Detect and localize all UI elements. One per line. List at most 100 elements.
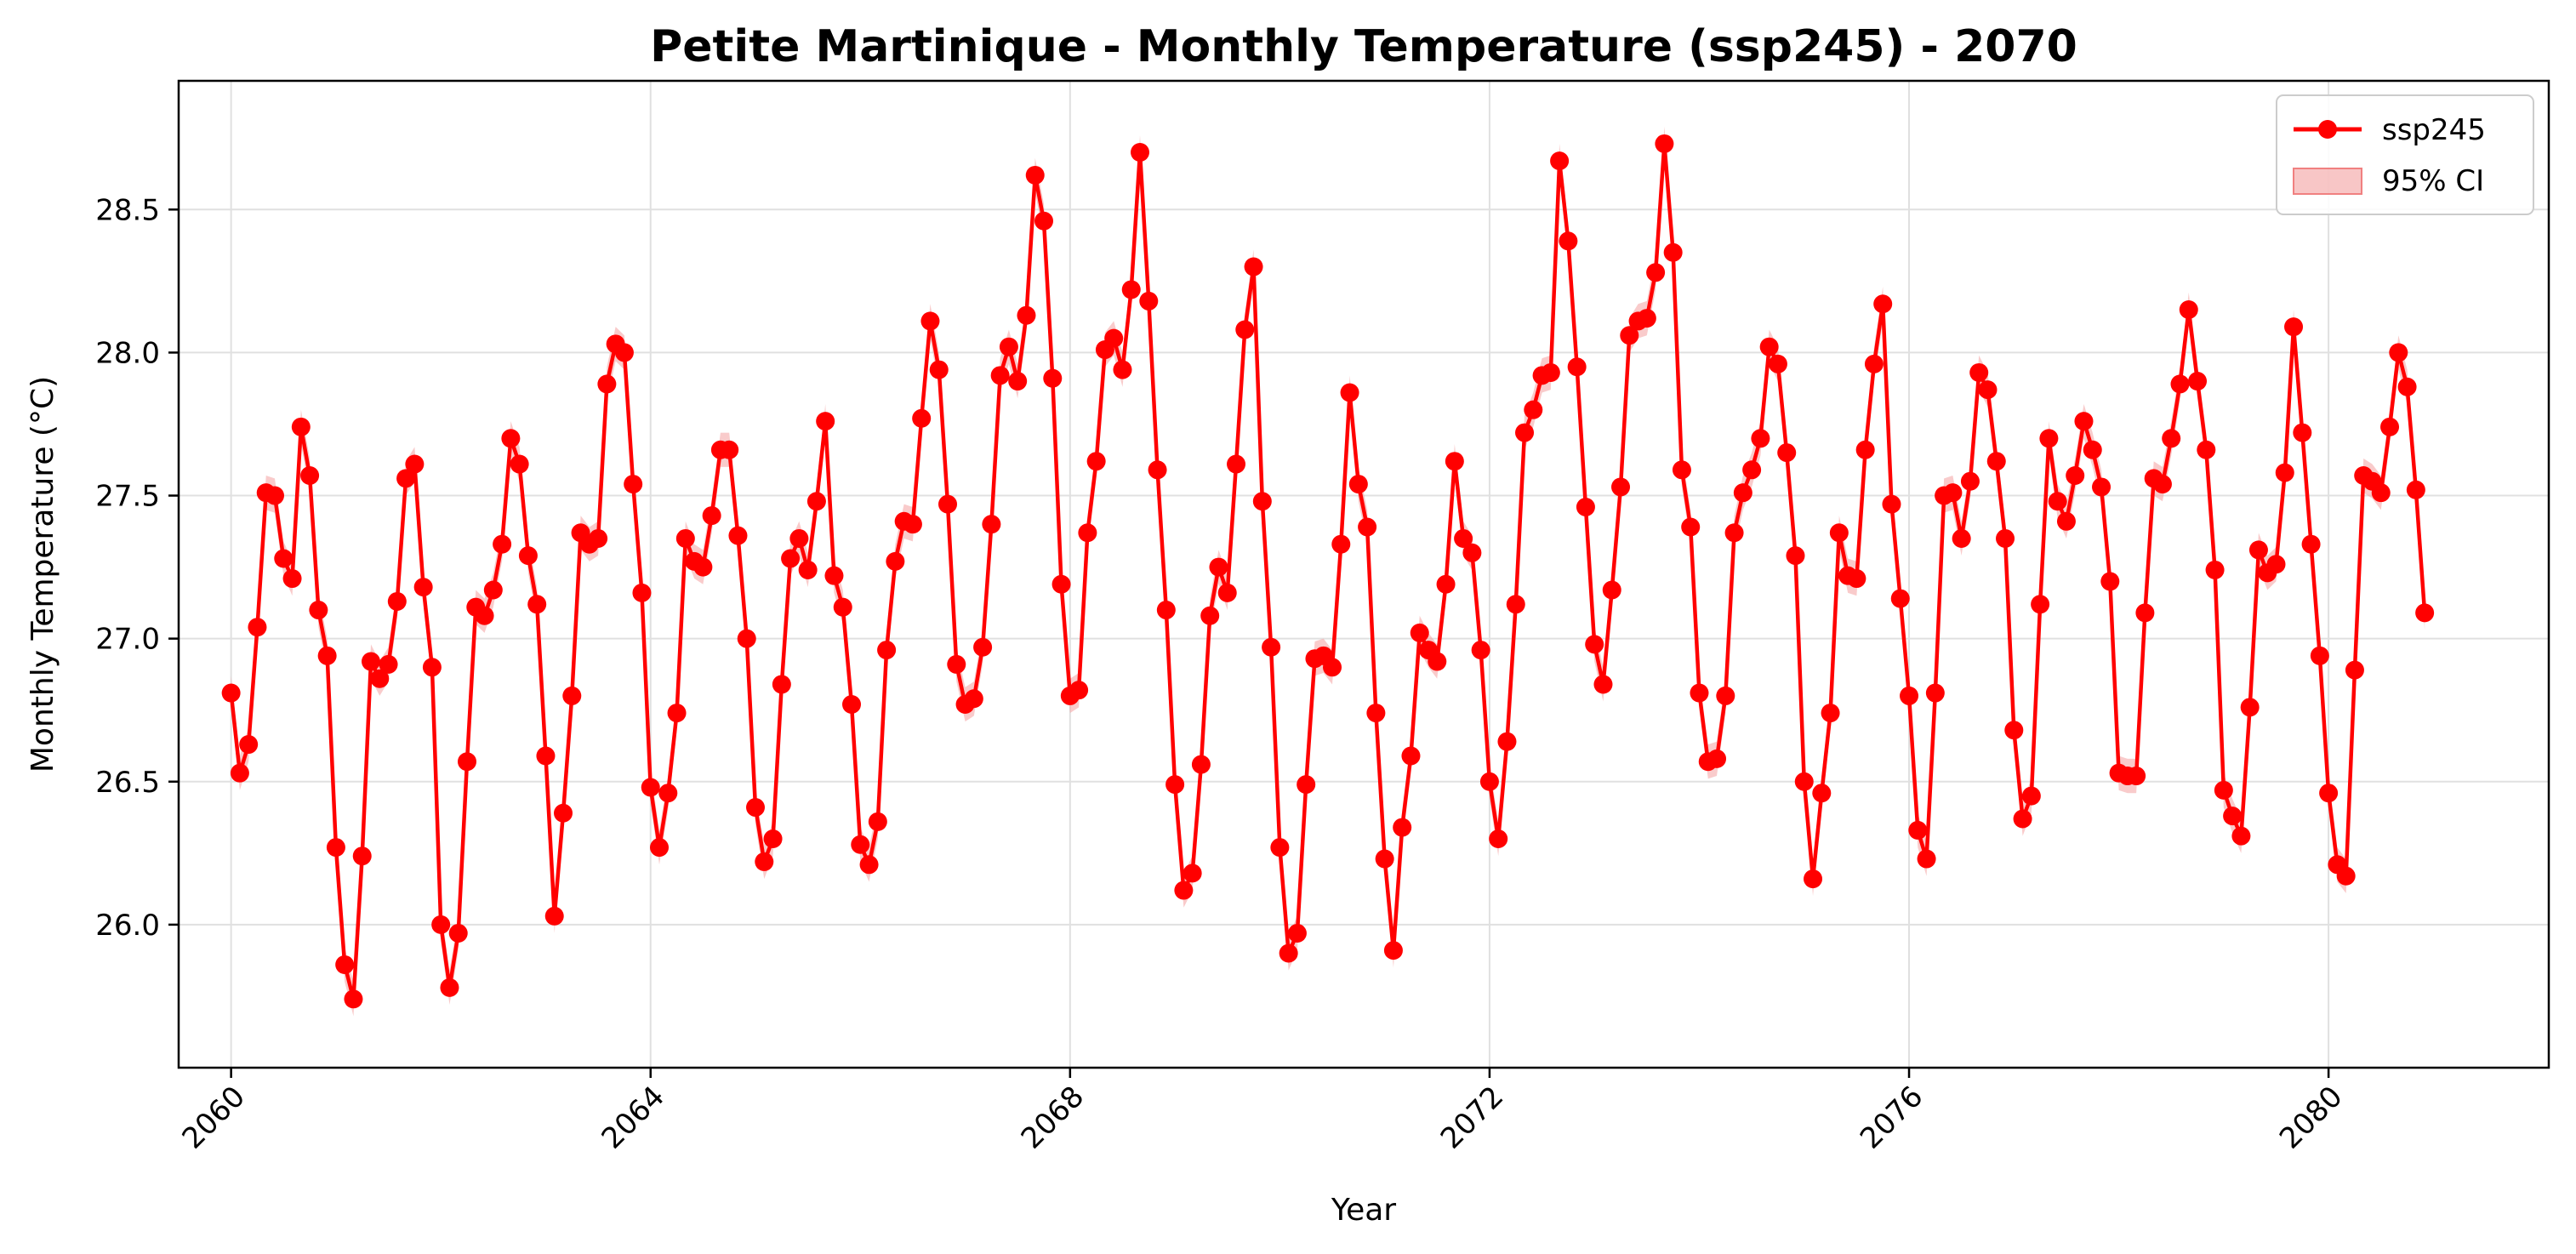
data-point bbox=[1340, 383, 1359, 402]
data-point bbox=[1786, 546, 1805, 566]
data-point bbox=[1585, 635, 1604, 654]
data-point bbox=[1804, 869, 1823, 889]
data-point bbox=[2179, 299, 2198, 319]
data-point bbox=[2389, 343, 2408, 362]
data-point bbox=[824, 566, 844, 585]
legend-ci-swatch bbox=[2293, 168, 2362, 195]
data-point bbox=[737, 629, 756, 648]
data-point bbox=[624, 475, 643, 494]
data-point bbox=[1524, 400, 1543, 419]
data-point bbox=[544, 906, 564, 926]
data-point bbox=[1777, 443, 1797, 463]
data-point bbox=[317, 646, 337, 665]
data-point bbox=[1121, 280, 1141, 299]
data-point bbox=[1235, 320, 1255, 339]
data-point bbox=[1663, 242, 1683, 262]
data-point bbox=[675, 528, 695, 548]
data-point bbox=[2083, 440, 2102, 459]
data-point bbox=[475, 606, 494, 625]
data-point bbox=[1593, 675, 1613, 694]
data-point bbox=[2231, 826, 2251, 846]
data-point bbox=[326, 838, 345, 858]
data-point bbox=[1637, 309, 1656, 328]
data-point bbox=[693, 557, 713, 577]
data-point bbox=[300, 466, 320, 485]
data-point bbox=[2162, 429, 2181, 448]
data-point bbox=[2066, 466, 2085, 485]
data-point bbox=[1672, 460, 1691, 480]
data-point bbox=[1890, 589, 1910, 608]
data-point bbox=[999, 337, 1018, 356]
chart-title: Petite Martinique - Monthly Temperature … bbox=[650, 21, 2077, 72]
data-point bbox=[1576, 497, 1595, 516]
data-point bbox=[554, 803, 573, 823]
data-point bbox=[1462, 543, 1482, 562]
data-point bbox=[1078, 523, 1097, 543]
data-point bbox=[1986, 452, 2006, 471]
legend-marker-swatch bbox=[2318, 120, 2337, 139]
data-point bbox=[1348, 475, 1368, 494]
data-point bbox=[352, 846, 372, 866]
data-point bbox=[1812, 784, 1832, 803]
data-point bbox=[405, 454, 425, 474]
data-point bbox=[632, 583, 652, 602]
data-point bbox=[536, 746, 556, 766]
data-point bbox=[1690, 683, 1709, 703]
data-point bbox=[1900, 686, 1919, 705]
data-point bbox=[422, 658, 442, 677]
y-tick-label: 26.0 bbox=[95, 909, 160, 943]
data-point bbox=[1943, 483, 1963, 503]
data-point bbox=[1847, 569, 1866, 589]
data-point bbox=[2248, 540, 2268, 560]
data-point bbox=[1366, 704, 1386, 723]
plot-frame bbox=[177, 79, 2550, 1069]
data-point bbox=[929, 360, 949, 379]
data-point bbox=[1323, 658, 1342, 677]
data-point bbox=[1611, 477, 1631, 497]
data-point bbox=[2397, 377, 2417, 396]
data-point bbox=[877, 641, 897, 660]
data-point bbox=[702, 506, 721, 526]
data-point bbox=[562, 686, 582, 705]
data-point bbox=[1489, 829, 1508, 849]
data-point bbox=[1200, 606, 1220, 625]
data-point bbox=[1086, 452, 1106, 471]
data-point bbox=[1620, 326, 1639, 345]
data-point bbox=[1191, 755, 1211, 774]
data-point bbox=[1445, 452, 1464, 471]
data-point bbox=[1401, 746, 1421, 766]
data-point bbox=[1567, 357, 1587, 377]
data-point bbox=[1209, 557, 1228, 577]
data-point bbox=[510, 454, 529, 474]
data-point bbox=[2048, 492, 2067, 511]
data-point bbox=[614, 343, 634, 362]
data-point bbox=[239, 735, 259, 755]
data-point bbox=[2336, 866, 2356, 886]
data-point bbox=[1471, 641, 1490, 660]
data-point bbox=[1428, 652, 1447, 671]
data-point bbox=[2293, 423, 2312, 442]
data-point bbox=[1646, 263, 1666, 282]
data-point bbox=[1165, 775, 1185, 795]
data-point bbox=[448, 923, 468, 943]
data-point bbox=[755, 852, 774, 871]
data-point bbox=[728, 526, 748, 545]
data-point bbox=[789, 528, 809, 548]
data-point bbox=[886, 551, 905, 571]
data-point bbox=[527, 595, 547, 614]
data-point bbox=[2031, 595, 2050, 614]
data-point bbox=[1104, 328, 1124, 348]
data-point bbox=[248, 618, 267, 637]
y-tick-label: 27.5 bbox=[95, 480, 160, 514]
data-point bbox=[1436, 574, 1456, 594]
data-point bbox=[1279, 943, 1298, 963]
data-point bbox=[1183, 864, 1202, 883]
data-point bbox=[973, 637, 993, 657]
legend-label-ci: 95% CI bbox=[2382, 164, 2484, 198]
data-point bbox=[1479, 772, 1499, 791]
series-layer bbox=[221, 134, 2435, 1009]
data-point bbox=[1287, 923, 1307, 943]
data-point bbox=[1969, 362, 1989, 382]
data-point bbox=[1952, 528, 1971, 548]
